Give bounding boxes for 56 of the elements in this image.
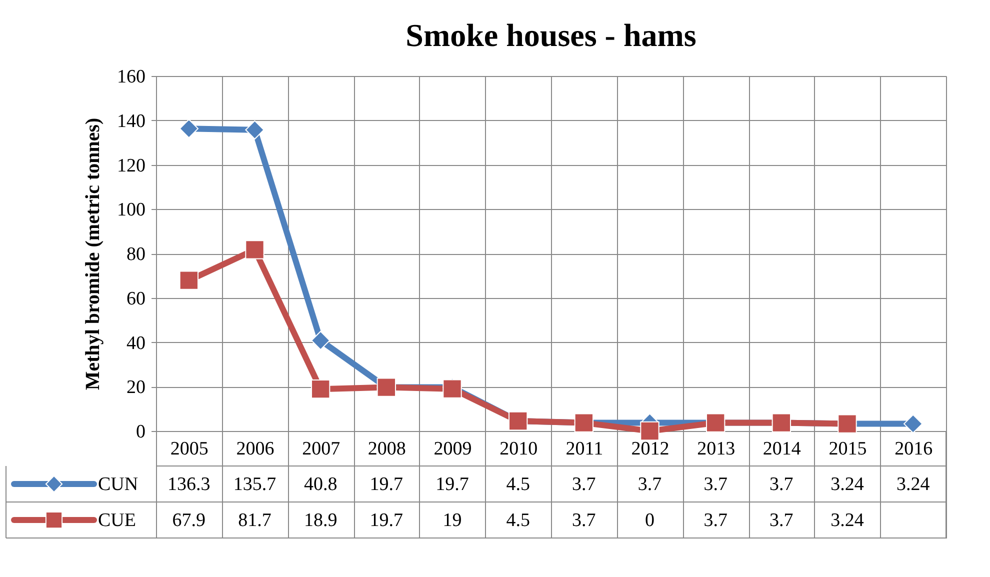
data-label: 136.3: [168, 474, 210, 495]
chart-title: Smoke houses - hams: [406, 17, 696, 53]
point: [245, 120, 264, 140]
data-label: 40.8: [304, 474, 338, 495]
data-label: 3.7: [704, 474, 728, 495]
data-label: 3.7: [572, 510, 596, 531]
y-tick-label: 100: [117, 200, 146, 221]
y-tick-label: 0: [136, 422, 146, 442]
point: [311, 330, 330, 350]
x-tick-label: 2006: [236, 438, 274, 460]
y-tick-label: 40: [126, 332, 146, 354]
data-label: 81.7: [238, 510, 272, 531]
x-tick-label: 2009: [434, 438, 472, 460]
data-label: 3.7: [770, 510, 794, 531]
data-label: 3.24: [830, 474, 864, 495]
legend-label: CUE: [98, 510, 136, 531]
legend-label: CUN: [98, 474, 138, 495]
x-tick-label: 2011: [566, 438, 604, 460]
data-label: 3.7: [704, 510, 728, 531]
data-label: 19: [442, 510, 462, 531]
y-tick-label: 60: [126, 288, 146, 310]
data-label: 3.7: [572, 474, 596, 495]
data-label: 67.9: [172, 510, 206, 531]
point: [311, 379, 330, 399]
data-label: 135.7: [233, 474, 276, 495]
y-tick-label: 140: [117, 110, 146, 132]
point: [245, 240, 264, 260]
x-tick-label: 2008: [368, 438, 406, 460]
point: [179, 119, 198, 138]
point: [904, 414, 923, 434]
y-tick-label: 80: [126, 244, 146, 265]
data-label: 4.5: [506, 474, 530, 495]
y-axis-title: Methyl bromide (metric tonnes): [82, 118, 104, 390]
x-tick-label: 2010: [500, 438, 538, 460]
y-tick-label: 160: [117, 66, 146, 88]
data-label: 3.7: [770, 474, 794, 495]
x-tick-label: 2007: [302, 438, 340, 460]
x-tick-label: 2005: [170, 438, 208, 460]
data-label: 19.7: [370, 474, 404, 495]
data-label: 0: [645, 510, 654, 531]
y-tick-label: 120: [117, 155, 146, 176]
x-tick-label: 2014: [762, 438, 802, 460]
data-label: 3.24: [896, 474, 930, 495]
data-label: 19.7: [370, 510, 404, 531]
y-tick-label: 20: [126, 377, 146, 398]
x-tick-label: 2016: [894, 438, 933, 460]
data-label: 4.5: [506, 510, 530, 531]
point: [640, 421, 660, 441]
data-label: 3.7: [638, 474, 662, 495]
data-label: 19.7: [436, 474, 469, 495]
point: [179, 270, 198, 290]
x-tick-label: 2012: [631, 438, 670, 460]
data-label: 18.9: [304, 510, 338, 531]
x-tick-label: 2013: [697, 438, 736, 460]
x-tick-label: 2015: [828, 438, 867, 460]
data-label: 3.24: [830, 510, 864, 531]
